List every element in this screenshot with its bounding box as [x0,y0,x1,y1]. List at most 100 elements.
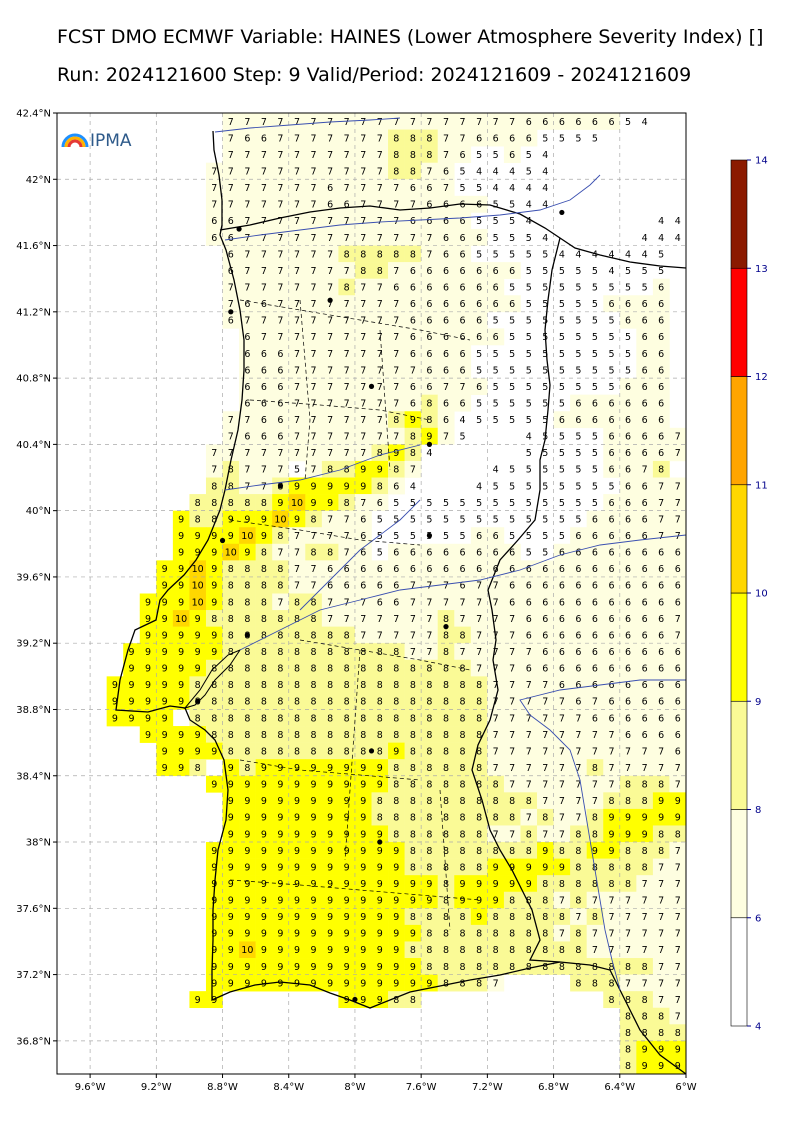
haines-cell-value: 6 [261,415,267,426]
haines-cell-fill [106,692,124,710]
haines-cell-value: 9 [195,548,201,559]
haines-cell-fill [321,162,339,180]
haines-cell-fill [255,361,273,379]
city-marker [368,748,375,754]
haines-cell-value: 8 [476,829,482,840]
haines-cell-value: 5 [493,415,499,426]
haines-cell-fill [354,692,372,710]
haines-cell-fill [586,742,604,760]
haines-cell-fill [437,212,455,230]
haines-cell-value: 8 [559,846,565,857]
haines-cell-value: 6 [460,365,466,376]
haines-cell-value: 9 [228,829,234,840]
haines-cell-fill [354,626,372,644]
haines-cell-value: 7 [327,349,333,360]
haines-cell-fill [470,328,488,346]
haines-cell-value: 8 [426,862,432,873]
haines-cell-value: 9 [294,514,300,525]
haines-cell-value: 8 [410,829,416,840]
haines-cell-value: 9 [228,813,234,824]
haines-cell-value: 7 [360,332,366,343]
haines-cell-value: 6 [443,249,449,260]
haines-cell-fill [222,692,240,710]
haines-cell-value: 7 [311,233,317,244]
haines-cell-value: 5 [460,498,466,509]
haines-cell-fill [388,427,405,445]
haines-cell-value: 7 [542,763,548,774]
haines-cell-fill [288,195,306,213]
haines-cell-fill [338,179,356,197]
haines-cell-value: 7 [708,896,714,907]
haines-cell-fill [321,411,339,429]
haines-cell-value: 6 [476,316,482,327]
haines-cell-value: 8 [244,614,250,625]
haines-cell-value: 7 [493,746,499,757]
haines-cell-fill [586,676,604,694]
haines-cell-fill [404,659,422,677]
haines-cell-value: 9 [162,581,168,592]
haines-cell-fill [123,659,141,677]
haines-cell-fill [652,560,670,578]
haines-cell-fill [288,278,306,296]
haines-cell-value: 8 [311,647,317,658]
haines-cell-fill [404,709,422,727]
haines-cell-fill [305,344,323,362]
haines-cell-value: 9 [178,597,184,608]
city-marker [277,483,284,489]
haines-cell-value: 8 [228,564,234,575]
haines-cell-value: 8 [559,912,565,923]
haines-cell-value: 5 [592,349,598,360]
haines-cell-value: 6 [658,316,664,327]
haines-cell-value: 6 [377,564,383,575]
haines-cell-fill [172,510,190,528]
haines-cell-value: 6 [608,713,614,724]
haines-cell-value: 5 [575,498,581,509]
haines-cell-value: 7 [228,432,234,443]
haines-cell-value: 6 [625,382,631,393]
haines-cell-value: 5 [476,216,482,227]
haines-cell-value: 9 [377,846,383,857]
haines-cell-fill [272,543,290,561]
haines-cell-value: 8 [443,630,449,641]
haines-cell-fill [454,726,472,743]
haines-cell-fill [255,411,273,429]
haines-cell-value: 6 [460,233,466,244]
haines-cell-value: 7 [228,117,234,128]
haines-cell-value: 9 [228,862,234,873]
haines-cell-value: 9 [277,862,283,873]
haines-cell-value: 8 [691,813,697,824]
haines-cell-value: 8 [410,664,416,675]
haines-cell-value: 8 [625,1061,631,1072]
haines-cell-fill [205,676,223,694]
haines-cell-value: 9 [145,713,151,724]
haines-cell-value: 7 [294,398,300,409]
haines-cell-fill [421,245,439,263]
haines-cell-value: 6 [642,398,648,409]
haines-cell-value: 6 [575,581,581,592]
haines-cell-fill [570,113,587,130]
haines-cell-fill [454,659,472,677]
haines-cell-value: 7 [327,166,333,177]
haines-cell-fill [371,643,389,661]
haines-cell-value: 8 [460,780,466,791]
haines-cell-fill [388,344,405,362]
haines-cell-fill [305,543,323,561]
haines-cell-fill [288,378,306,395]
haines-cell-value: 8 [344,498,350,509]
haines-cell-value: 8 [393,680,399,691]
haines-cell-value: 6 [642,316,648,327]
haines-cell-fill [255,427,273,445]
haines-cell-value: 8 [261,564,267,575]
haines-cell-fill [404,378,422,395]
haines-cell-fill [537,643,554,661]
haines-cell-fill [371,129,389,147]
haines-cell-value: 7 [360,299,366,310]
ipma-logo: IPMA [61,131,132,151]
haines-cell-value: 9 [195,746,201,757]
haines-cell-value: 9 [642,1061,648,1072]
haines-cell-value: 7 [708,846,714,857]
haines-cell-fill [520,129,538,147]
haines-cell-fill [586,659,604,677]
haines-cell-fill [487,610,505,627]
haines-cell-fill [553,411,571,429]
